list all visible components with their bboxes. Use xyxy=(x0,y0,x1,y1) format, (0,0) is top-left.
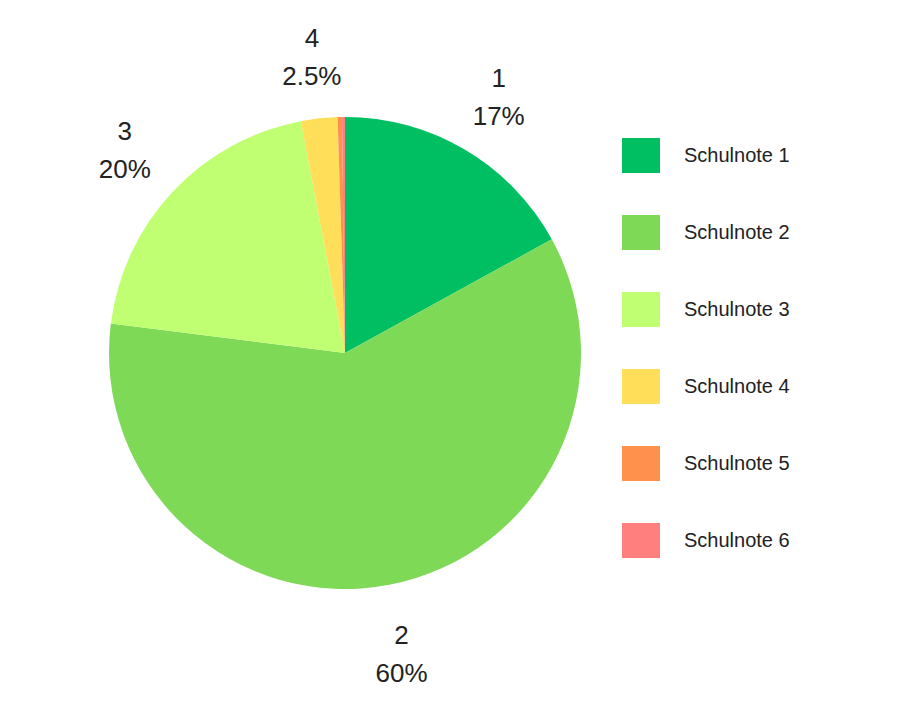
html-text:Schulnote 6: Schulnote 6 xyxy=(684,529,790,551)
html-text:Schulnote 2: Schulnote 2 xyxy=(684,221,790,243)
html-text:Schulnote 4: Schulnote 4 xyxy=(684,375,790,397)
svg-text:320%: 320% xyxy=(99,116,151,184)
svg-text:117%: 117% xyxy=(473,63,525,131)
svg-text:42.5%: 42.5% xyxy=(282,23,341,91)
svg-text:260%: 260% xyxy=(376,620,428,688)
html-text:Schulnote 1: Schulnote 1 xyxy=(684,144,790,166)
html-text:Schulnote 5: Schulnote 5 xyxy=(684,452,790,474)
html-text:Schulnote 3: Schulnote 3 xyxy=(684,298,790,320)
